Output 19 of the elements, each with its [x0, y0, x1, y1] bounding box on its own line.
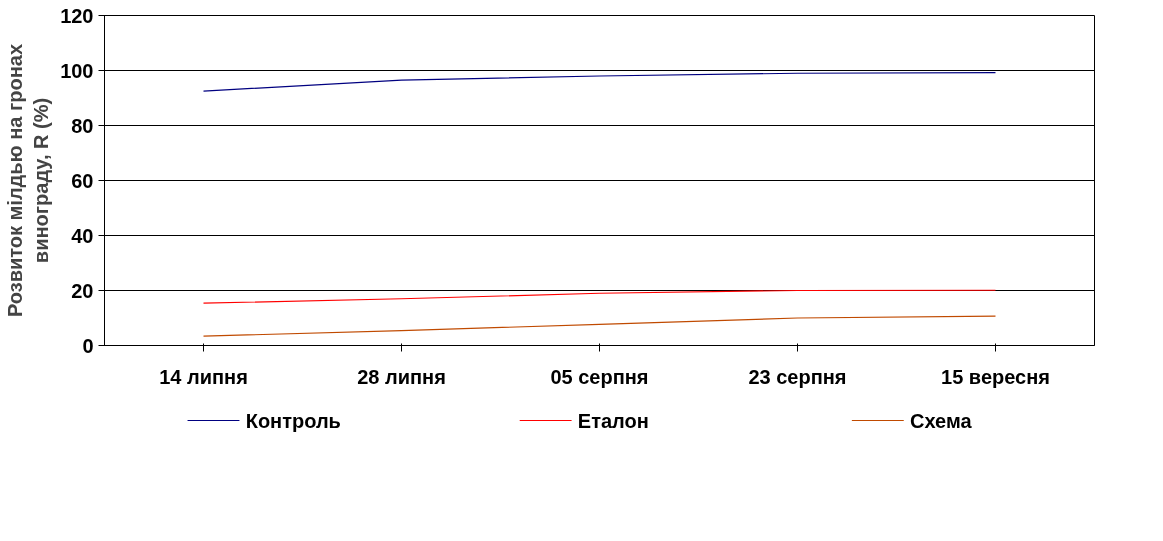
- y-axis-title: Розвиток мілдью на гронах винограду, R (%): [3, 43, 53, 318]
- legend-label: Еталон: [577, 409, 649, 432]
- y-tick-label: 20: [71, 279, 94, 302]
- y-tick-label: 120: [60, 4, 94, 27]
- y-tick-label: 80: [71, 114, 94, 137]
- y-tick-label: 60: [71, 169, 94, 192]
- y-tick-label: 100: [60, 59, 94, 82]
- line-series: [202, 289, 997, 304]
- y-tick-label: 40: [71, 224, 94, 247]
- legend-label: Схема: [909, 409, 973, 432]
- x-tick-label: 28 липня: [357, 365, 446, 388]
- line-series: [202, 315, 997, 337]
- x-tick-label: 14 липня: [159, 365, 248, 388]
- x-tick-label: 15 вересня: [941, 365, 1050, 388]
- line-series: [202, 72, 997, 92]
- x-tick-label: 23 серпня: [748, 365, 847, 388]
- x-tick-label: 05 серпня: [550, 365, 649, 388]
- y-tick-label: 0: [82, 334, 94, 357]
- legend-label: Контроль: [245, 409, 341, 432]
